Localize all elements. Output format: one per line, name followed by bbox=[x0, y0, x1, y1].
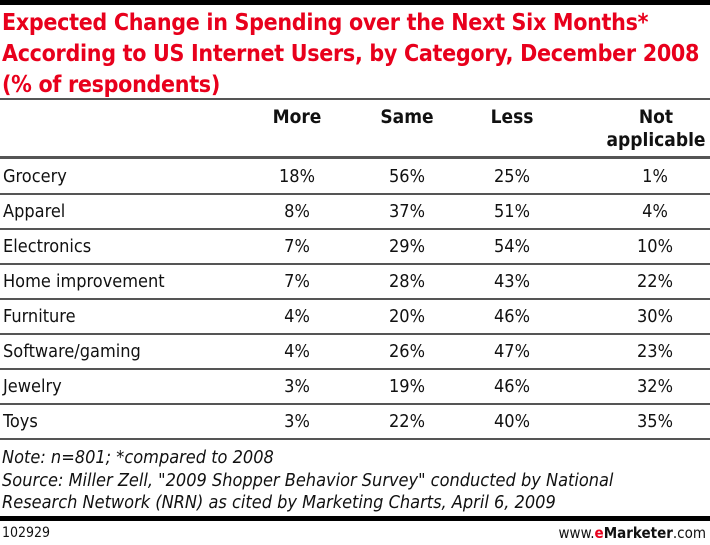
site-suffix: .com bbox=[672, 524, 706, 542]
note: Note: n=801; *compared to 2008 bbox=[2, 447, 274, 468]
table-cell: 56% bbox=[389, 166, 425, 187]
table-cell: 20% bbox=[389, 306, 425, 327]
table-cell: 32% bbox=[637, 376, 673, 397]
divider bbox=[0, 156, 710, 159]
table-cell: 54% bbox=[494, 236, 530, 257]
site-brand: Marketer bbox=[603, 524, 673, 542]
table-cell: 19% bbox=[389, 376, 425, 397]
table-cell: 4% bbox=[284, 306, 310, 327]
table-cell: 29% bbox=[389, 236, 425, 257]
row-category: Grocery bbox=[3, 166, 67, 187]
table-cell: 28% bbox=[389, 271, 425, 292]
column-header-more: More bbox=[272, 106, 322, 128]
row-category: Software/gaming bbox=[3, 341, 141, 362]
bottom-bar bbox=[0, 516, 710, 521]
table-cell: 47% bbox=[494, 341, 530, 362]
table-row: Home improvement 7% 28% 43% 22% bbox=[0, 264, 710, 299]
row-category: Electronics bbox=[3, 236, 92, 257]
column-header-less: Less bbox=[490, 106, 534, 128]
row-divider bbox=[0, 333, 710, 335]
row-divider bbox=[0, 403, 710, 405]
table-row: Apparel 8% 37% 51% 4% bbox=[0, 194, 710, 229]
table-cell: 22% bbox=[389, 411, 425, 432]
chart-id: 102929 bbox=[2, 525, 51, 541]
row-divider bbox=[0, 263, 710, 265]
table-cell: 3% bbox=[284, 376, 310, 397]
table-cell: 40% bbox=[494, 411, 530, 432]
source-line-1: Source: Miller Zell, "2009 Shopper Behav… bbox=[2, 470, 614, 491]
table-cell: 26% bbox=[389, 341, 425, 362]
table-cell: 25% bbox=[494, 166, 530, 187]
row-category: Jewelry bbox=[3, 376, 62, 397]
table-cell: 51% bbox=[494, 201, 530, 222]
table-row: Furniture 4% 20% 46% 30% bbox=[0, 299, 710, 334]
table-cell: 43% bbox=[494, 271, 530, 292]
column-header-same: Same bbox=[380, 106, 434, 128]
table-row: Electronics 7% 29% 54% 10% bbox=[0, 229, 710, 264]
table-cell: 22% bbox=[637, 271, 673, 292]
table-cell: 3% bbox=[284, 411, 310, 432]
row-divider bbox=[0, 228, 710, 230]
table-row: Toys 3% 22% 40% 35% bbox=[0, 404, 710, 439]
row-category: Toys bbox=[3, 411, 38, 432]
table-cell: 4% bbox=[284, 341, 310, 362]
site-prefix: www. bbox=[558, 524, 595, 542]
table-cell: 46% bbox=[494, 376, 530, 397]
divider bbox=[0, 98, 710, 100]
row-divider bbox=[0, 438, 710, 440]
table-row: Grocery 18% 56% 25% 1% bbox=[0, 159, 710, 194]
table-cell: 10% bbox=[637, 236, 673, 257]
table-cell: 35% bbox=[637, 411, 673, 432]
table-row: Software/gaming 4% 26% 47% 23% bbox=[0, 334, 710, 369]
row-category: Home improvement bbox=[3, 271, 165, 292]
table-cell: 1% bbox=[642, 166, 668, 187]
source-line-2: Research Network (NRN) as cited by Marke… bbox=[2, 492, 556, 513]
table-cell: 46% bbox=[494, 306, 530, 327]
row-divider bbox=[0, 368, 710, 370]
site-brand-e: e bbox=[594, 524, 604, 542]
table-row: Jewelry 3% 19% 46% 32% bbox=[0, 369, 710, 404]
table-cell: 30% bbox=[637, 306, 673, 327]
table-cell: 37% bbox=[389, 201, 425, 222]
row-category: Apparel bbox=[3, 201, 66, 222]
row-divider bbox=[0, 298, 710, 300]
table-cell: 8% bbox=[284, 201, 310, 222]
top-bar bbox=[0, 0, 710, 5]
column-header-not-applicable: Not applicable bbox=[606, 106, 706, 151]
table-cell: 18% bbox=[279, 166, 315, 187]
table-cell: 7% bbox=[284, 271, 310, 292]
row-divider bbox=[0, 193, 710, 195]
table-cell: 23% bbox=[637, 341, 673, 362]
chart-title: Expected Change in Spending over the Nex… bbox=[2, 10, 700, 98]
emarketer-logo: www.eMarketer.com bbox=[559, 524, 706, 542]
table-cell: 7% bbox=[284, 236, 310, 257]
table-cell: 4% bbox=[642, 201, 668, 222]
row-category: Furniture bbox=[3, 306, 76, 327]
